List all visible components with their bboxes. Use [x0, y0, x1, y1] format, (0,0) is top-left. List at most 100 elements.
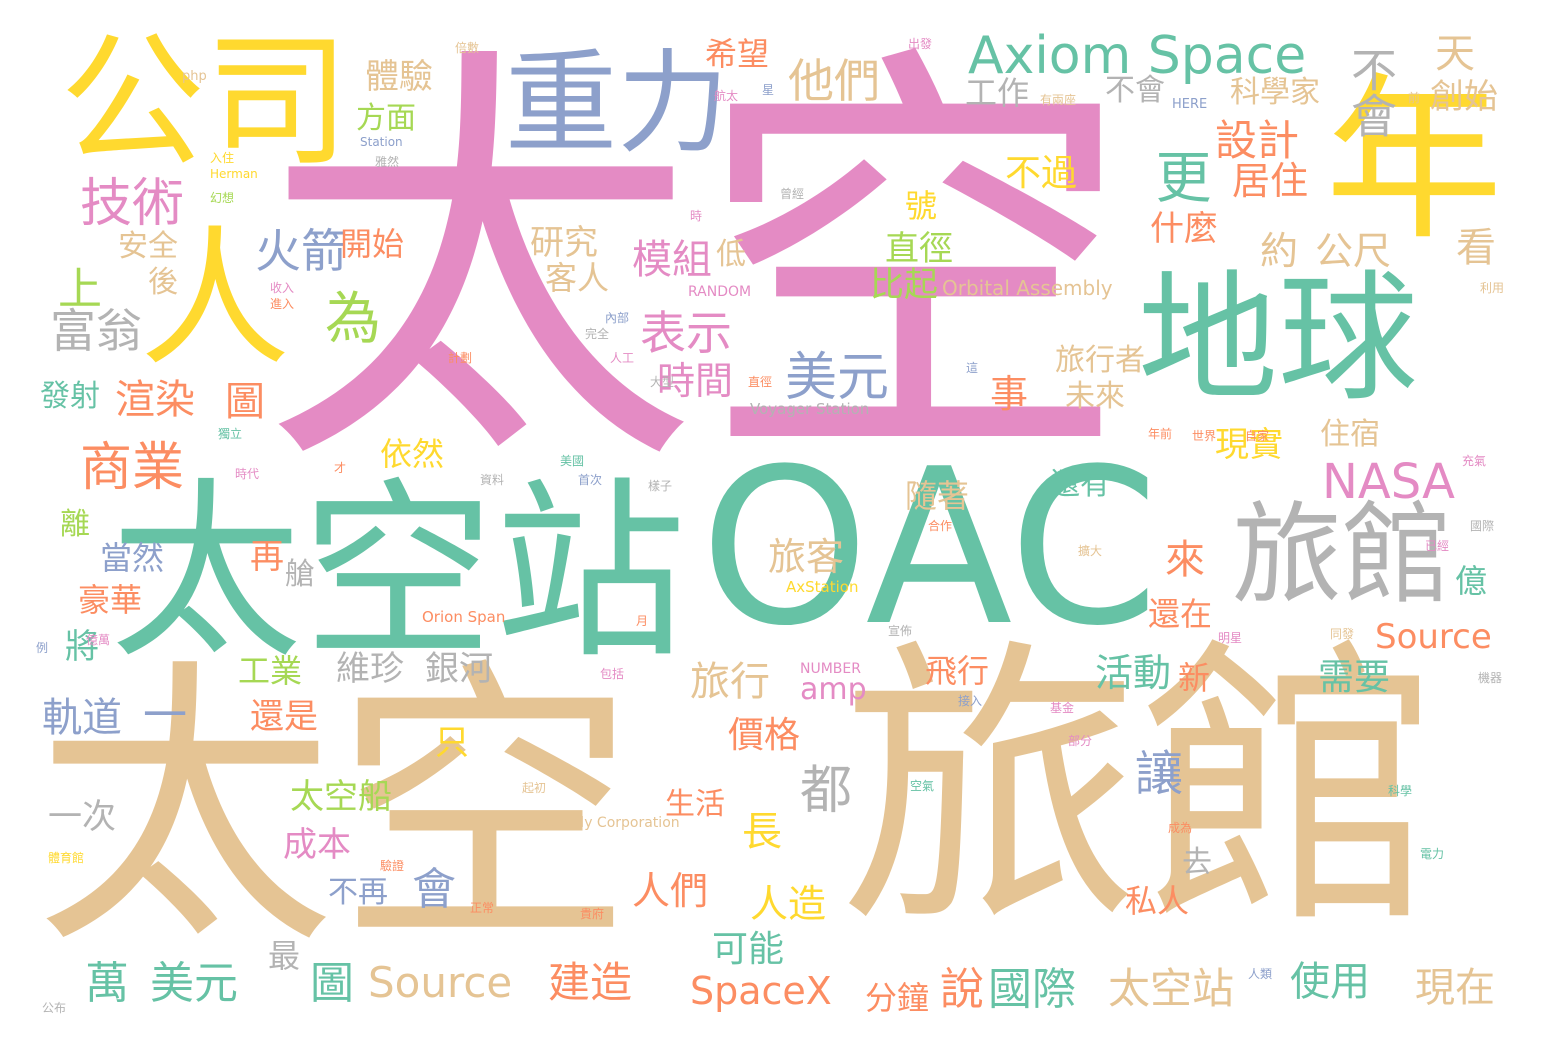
- word-liyong: 利用: [1480, 281, 1505, 295]
- word-weizhen: 維珍: [336, 649, 404, 689]
- word-jiqi: 機器: [1478, 671, 1503, 685]
- word-lvxing: 旅行: [690, 659, 770, 705]
- word-spacex: SpaceX: [690, 969, 832, 1013]
- word-ziliao: 資料: [480, 473, 505, 487]
- word-baokuo: 包括: [600, 667, 625, 681]
- word-zhusu: 住宿: [1320, 417, 1380, 452]
- word-yinhe: 銀河: [425, 649, 493, 689]
- word-shenghuo: 生活: [665, 787, 725, 822]
- word-xuyao: 需要: [1318, 657, 1391, 698]
- word-chang: 長: [742, 809, 782, 855]
- word-shijie-1: 世界: [1192, 429, 1217, 443]
- word-dou: 都: [800, 761, 853, 821]
- word-lvxingzhe: 旅行者: [1055, 343, 1145, 378]
- word-haishi: 還是: [250, 697, 318, 737]
- word-tian: 天: [1435, 31, 1475, 77]
- word-youliangzuo: 有兩座: [1040, 93, 1077, 107]
- word-huodong: 活動: [1095, 651, 1172, 695]
- word-taikongchuan: 太空船: [290, 777, 392, 817]
- word-cai: 才: [334, 461, 347, 475]
- word-jinru: 進入: [270, 297, 295, 311]
- word-oac: OAC: [700, 422, 1159, 673]
- word-sheji: 設計: [1215, 116, 1300, 165]
- word-kexuejia: 科學家: [1230, 75, 1320, 110]
- word-yi: 億: [1455, 562, 1488, 600]
- word-shouci: 首次: [578, 473, 603, 487]
- word-ren: 人: [140, 213, 291, 387]
- word-anquan: 安全: [118, 229, 178, 264]
- word-qian: 前: [1408, 91, 1421, 105]
- word-shiyong: 使用: [1290, 959, 1370, 1005]
- word-luguan-big: 旅館: [840, 615, 1440, 964]
- word-li-small: 例: [36, 641, 49, 655]
- word-luguan-gray: 旅館: [1232, 491, 1452, 619]
- word-xiwang: 希望: [705, 35, 770, 73]
- word-zhe: 這: [966, 361, 979, 375]
- word-hou: 後: [148, 265, 178, 300]
- word-jianzao: 建造: [548, 958, 633, 1007]
- word-yue: 約: [1260, 229, 1299, 273]
- word-voyager: Voyager Station: [750, 400, 870, 418]
- word-buguo: 不過: [1005, 153, 1078, 194]
- word-tiyan: 體驗: [365, 57, 433, 97]
- word-source-2: Source: [368, 958, 513, 1007]
- word-yici: 一次: [48, 797, 116, 837]
- word-renzao: 人造: [750, 882, 827, 926]
- word-number: NUMBER: [800, 661, 861, 677]
- word-beishu: 倍數: [455, 41, 480, 55]
- word-meiguo: 美國: [560, 454, 585, 468]
- word-yangzi: 樣子: [648, 479, 673, 493]
- word-biaoshi: 表示: [640, 306, 732, 360]
- word-lai: 來: [1165, 537, 1205, 583]
- word-hangtai: 航太: [714, 89, 739, 103]
- word-buzai: 不再: [328, 875, 388, 910]
- word-axiom-space: Axiom Space: [968, 26, 1307, 86]
- word-shang: 上: [58, 264, 102, 315]
- word-chengwei: 成為: [1168, 821, 1193, 835]
- word-fuweng: 富翁: [50, 304, 142, 358]
- word-dangran: 當然: [100, 539, 165, 577]
- word-guidao: 軌道: [42, 695, 122, 741]
- word-xianzai: 現在: [1415, 965, 1495, 1011]
- word-wanquan: 完全: [585, 327, 610, 341]
- word-zhengchang: 正常: [470, 901, 495, 915]
- word-taikong-big: 太空: [262, 12, 1132, 519]
- word-tu-2: 圖: [310, 958, 354, 1009]
- word-wan: 萬: [85, 958, 129, 1009]
- word-di: 低: [716, 237, 746, 272]
- word-shijian: 時間: [657, 359, 734, 403]
- word-haizai: 還在: [1148, 595, 1213, 633]
- word-zhijing-small: 直徑: [748, 375, 773, 389]
- word-fashe: 發射: [40, 379, 100, 414]
- word-rengong: 人工: [610, 351, 635, 365]
- word-zhongli: 重力: [505, 39, 729, 169]
- word-zhijing: 直徑: [885, 229, 953, 269]
- word-xuanbu: 宣佈: [888, 624, 913, 638]
- word-cang: 艙: [285, 557, 315, 592]
- word-lvke: 旅客: [768, 535, 845, 579]
- word-herman: Herman: [210, 167, 258, 181]
- word-gongzuo: 工作: [965, 74, 1030, 112]
- word-meiyuan-2: 美元: [150, 958, 238, 1009]
- word-huanxiang: 幻想: [210, 191, 235, 205]
- word-siren: 私人: [1125, 882, 1190, 920]
- word-mingxing: 明星: [1218, 631, 1243, 645]
- word-yanjiu: 研究: [530, 223, 598, 263]
- word-yanzheng: 驗證: [380, 859, 405, 873]
- word-jieru: 接入: [958, 694, 983, 708]
- word-shidai: 時代: [235, 467, 260, 481]
- word-taikong-bottom: 太空: [35, 635, 635, 984]
- word-jiage: 價格: [728, 715, 801, 756]
- word-kongqi: 空氣: [910, 779, 935, 793]
- word-xianshi: 現實: [1215, 425, 1283, 465]
- word-jihua: 計劃: [448, 351, 473, 365]
- word-daxing: 大型: [650, 375, 675, 389]
- word-amp: amp: [800, 672, 867, 707]
- word-bufen: 部分: [1068, 734, 1093, 748]
- word-orion-span: Orion Span: [422, 608, 506, 626]
- word-xing: 星: [762, 83, 775, 97]
- word-nianqian: 年前: [1148, 427, 1173, 441]
- word-kuoda: 擴大: [1078, 544, 1103, 558]
- word-tu-1: 圖: [225, 379, 265, 425]
- word-renlei: 人類: [1248, 967, 1273, 981]
